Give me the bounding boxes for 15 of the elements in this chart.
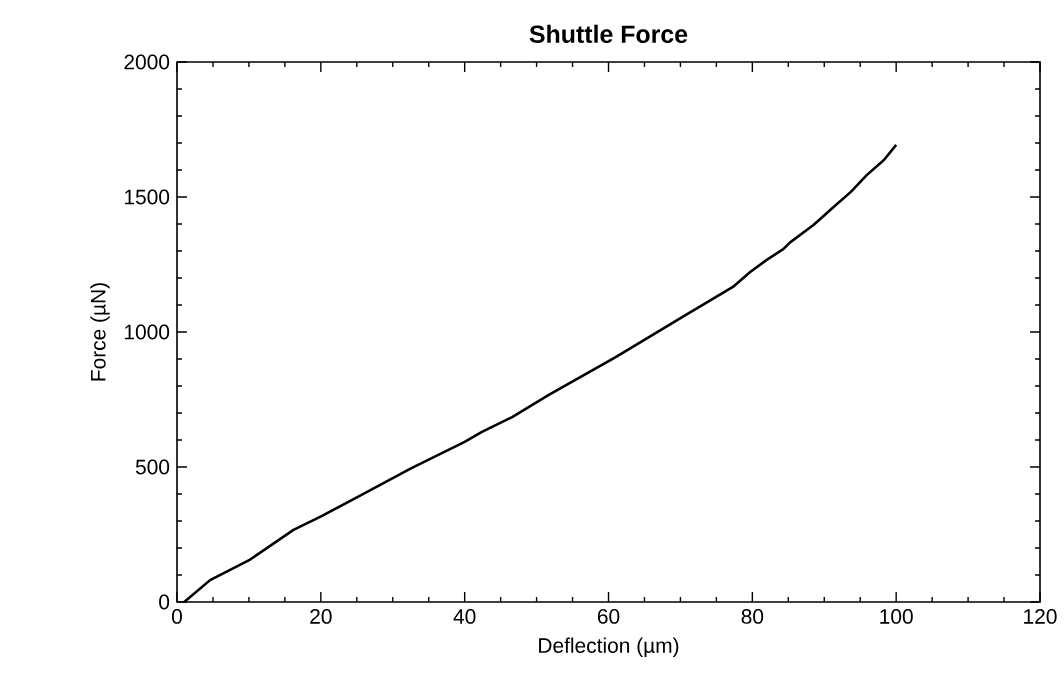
x-tick-label: 120 <box>1024 609 1057 624</box>
y-tick-label: 500 <box>135 459 170 475</box>
chart-title: Shuttle Force <box>529 24 688 44</box>
y-tick-label: 2000 <box>124 54 170 70</box>
x-tick-label: 60 <box>597 609 620 624</box>
y-axis-title: Force (µN) <box>90 283 110 381</box>
y-tick-label: 1500 <box>125 189 170 205</box>
y-tick-label: 1000 <box>125 324 170 340</box>
x-tick-label: 20 <box>310 609 332 624</box>
x-tick-label: 100 <box>880 609 913 624</box>
x-axis-title: Deflection (µm) <box>539 637 679 658</box>
x-tick-label: 40 <box>453 609 476 624</box>
y-tick-label: 0 <box>159 594 170 610</box>
x-tick-label: 0 <box>171 609 182 624</box>
x-tick-label: 80 <box>741 609 764 624</box>
